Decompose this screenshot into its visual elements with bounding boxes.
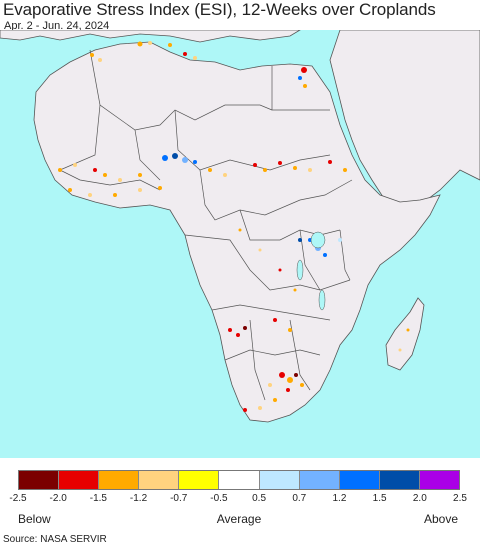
date-range: Apr. 2 - Jun. 24, 2024 [4,20,110,32]
legend-swatch [99,471,140,489]
legend-swatch [419,471,460,489]
legend-swatch [259,471,300,489]
legend-tick-label: 2.0 [412,493,427,504]
esi-map [0,30,480,458]
legend-swatch [59,471,100,489]
legend-tick-label: 1.5 [372,493,387,504]
legend-tick-label: -0.7 [170,493,188,504]
legend-swatch [339,471,380,489]
legend-tick-label: -2.0 [49,493,67,504]
legend-swatch [379,471,420,489]
legend-tick-label: 0.5 [252,493,267,504]
arabia-land [329,30,480,211]
land-layer [0,30,480,423]
legend-tick-label: 0.7 [292,493,307,504]
legend-swatch [219,471,260,489]
europe-land [0,30,301,43]
madagascar-land [385,297,425,371]
source-credit: Source: NASA SERVIR [3,534,107,545]
borders-layer [59,49,353,401]
color-legend [18,470,460,490]
africa-map-svg [0,30,480,423]
africa-land [33,41,441,423]
legend-tick-label: -0.5 [210,493,228,504]
legend-swatch [299,471,340,489]
below-label: Below [18,512,51,526]
average-label: Average [216,512,262,526]
legend-swatch [179,471,220,489]
legend-tick-label: 2.5 [453,493,467,504]
above-label: Above [423,512,458,526]
legend-tick-label: -1.2 [129,493,148,504]
legend-tick-label: 1.2 [332,493,347,504]
legend-swatch [139,471,180,489]
legend-tick-label: -2.5 [9,493,27,504]
esi-dots-layer [58,41,410,412]
lakes-layer [296,231,326,311]
map-title: Evaporative Stress Index (ESI), 12-Weeks… [3,0,436,19]
legend-swatch [19,471,60,489]
legend-tick-label: -1.5 [89,493,107,504]
